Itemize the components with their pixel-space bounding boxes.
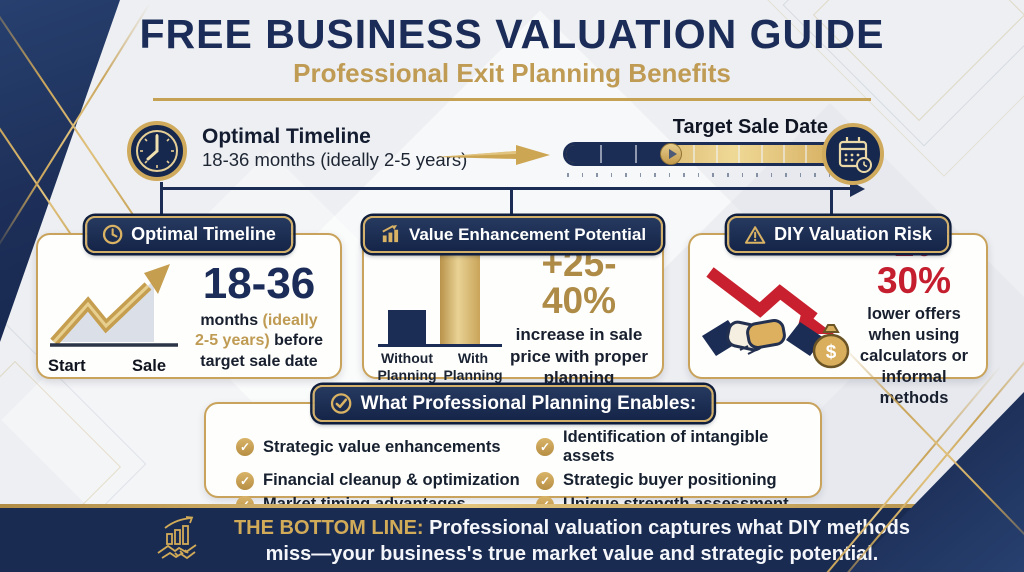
timeline-ticks: [567, 173, 845, 177]
bottom-line-text: THE BOTTOM LINE: Professional valuation …: [233, 517, 911, 566]
card-optimal-timeline: Optimal Timeline Start Sale 18-36 months…: [36, 216, 342, 379]
growth-arrow-icon: [50, 264, 178, 347]
card-description: lower offers when using calculators or i…: [859, 304, 969, 408]
card-value-enhancement: Value Enhancement Potential Without Plan…: [362, 216, 664, 387]
bar-chart-icon: [382, 224, 399, 243]
card-stat: 18-36: [202, 258, 316, 308]
handshake-icon: [702, 318, 824, 356]
arrow-right-icon: [436, 142, 552, 173]
card-description: increase in sale price with proper plann…: [510, 324, 648, 388]
list-item: ✓ Strategic value enhancements: [236, 428, 536, 466]
play-marker-icon: [660, 143, 682, 165]
card-header-pill: Value Enhancement Potential: [362, 216, 664, 253]
progress-fill: [566, 145, 670, 163]
list-item: ✓ Strategic buyer positioning: [536, 471, 804, 490]
card-header-label: Value Enhancement Potential: [408, 224, 647, 244]
warning-icon: [744, 225, 766, 244]
svg-text:$: $: [826, 342, 837, 363]
card-diy-valuation-risk: DIY Valuation Risk: [688, 216, 988, 407]
card-header-label: DIY Valuation Risk: [774, 224, 932, 244]
card-header-pill: Optimal Timeline: [85, 216, 293, 253]
handshake-chart-icon: [150, 513, 208, 572]
risk-illustration: $: [700, 260, 852, 375]
enables-header-pill: What Professional Planning Enables:: [312, 385, 714, 422]
target-sale-date-label: Target Sale Date: [672, 116, 828, 138]
gold-divider: [153, 98, 871, 101]
check-icon: ✓: [236, 471, 254, 490]
timeline-sublabel: 18-36 months (ideally 2-5 years): [202, 149, 468, 170]
connector-line: [510, 190, 513, 220]
check-icon: ✓: [236, 438, 254, 456]
connector-line: [830, 190, 833, 220]
card-header-pill: DIY Valuation Risk: [727, 216, 949, 253]
card-stat: +25-40%: [541, 242, 617, 321]
list-item: ✓ Identification of intangible assets: [536, 428, 804, 466]
list-item: ✓ Financial cleanup & optimization: [236, 471, 536, 490]
bar-label: With Planning: [443, 350, 503, 383]
bar-without-planning: [388, 310, 426, 345]
connector-line: [160, 182, 163, 218]
bar-chart: Without Planning With Planning: [374, 251, 506, 383]
timeline-label: Optimal Timeline: [202, 125, 371, 148]
clock-icon: [102, 224, 123, 245]
card-header-label: Optimal Timeline: [131, 224, 276, 244]
bar-with-planning: [440, 252, 480, 345]
timeline-progress-bar: [563, 142, 849, 166]
chart-x-label-sale: Sale: [132, 357, 166, 375]
chart-x-label-start: Start: [48, 357, 86, 375]
card-description: months (ideally 2-5 years) before target…: [194, 311, 324, 370]
check-icon: ✓: [536, 438, 554, 456]
page-title: FREE BUSINESS VALUATION GUIDE: [139, 11, 885, 57]
page-subtitle: Professional Exit Planning Benefits: [293, 58, 731, 88]
clock-icon: [126, 120, 188, 187]
bottom-bar-gold-border: [0, 504, 1024, 508]
enables-header-label: What Professional Planning Enables:: [360, 392, 697, 414]
calendar-icon: [821, 122, 885, 191]
growth-chart: Start Sale: [48, 258, 188, 376]
professional-planning-enables-panel: What Professional Planning Enables: ✓ Str…: [204, 385, 822, 514]
check-circle-icon: [330, 393, 352, 414]
check-icon: ✓: [536, 471, 554, 490]
bar-label: Without Planning: [377, 350, 437, 383]
bottom-line-label: THE BOTTOM LINE:: [233, 517, 424, 539]
connector-line: [162, 187, 852, 190]
